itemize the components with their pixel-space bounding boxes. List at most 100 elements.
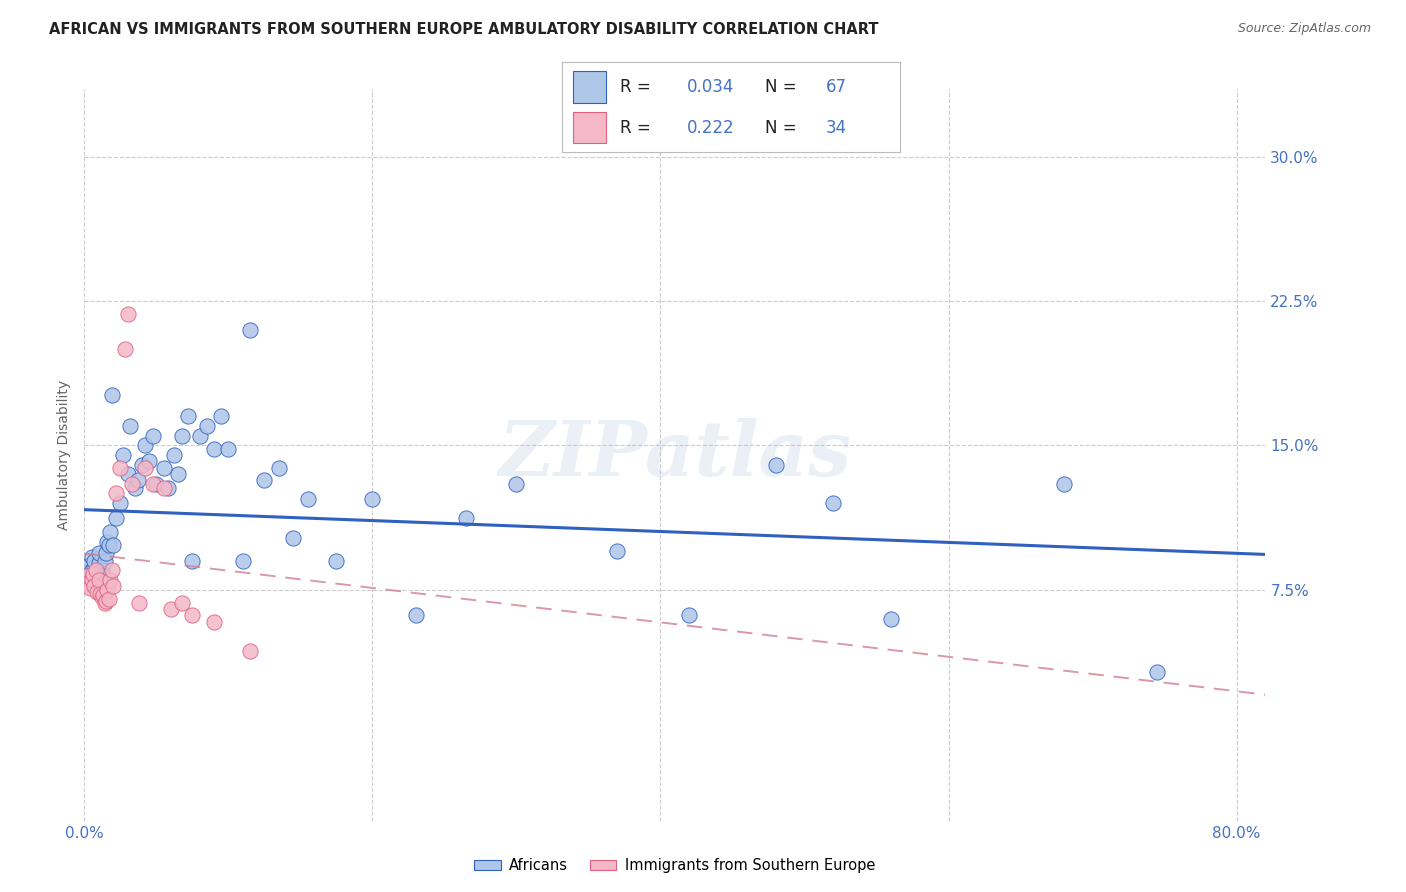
Point [765, 458, 787, 472]
Point [76, 566, 98, 580]
Point [177, 409, 200, 424]
Point [105, 486, 128, 500]
Point [188, 428, 211, 442]
Point [114, 342, 136, 356]
FancyBboxPatch shape [572, 112, 606, 143]
Point [505, 476, 527, 491]
Point [325, 554, 347, 568]
Point [80, 563, 103, 577]
Point [159, 602, 181, 616]
Point [101, 579, 124, 593]
Point [142, 476, 165, 491]
Point [152, 481, 174, 495]
Point [87, 546, 110, 560]
Point [75, 569, 97, 583]
Point [127, 473, 149, 487]
Point [283, 531, 305, 545]
Point [117, 467, 139, 482]
Point [232, 554, 254, 568]
Point [120, 419, 142, 434]
Point [124, 481, 146, 495]
Point [152, 461, 174, 475]
Text: R =: R = [620, 119, 655, 136]
Point [167, 467, 190, 482]
Point [142, 428, 165, 442]
Point [82, 567, 104, 582]
Y-axis label: Ambulatory Disability: Ambulatory Disability [58, 380, 72, 530]
Point [94, 574, 117, 589]
Point [195, 419, 218, 434]
Point [87, 573, 110, 587]
Point [87, 556, 110, 570]
Point [163, 448, 186, 462]
Point [138, 453, 160, 467]
Point [83, 554, 105, 568]
Point [361, 492, 384, 507]
Point [131, 458, 153, 472]
Point [76, 569, 98, 583]
Point [79, 574, 101, 589]
Point [80, 549, 103, 564]
Point [156, 481, 179, 495]
Point [1053, 476, 1076, 491]
Point [91, 569, 114, 583]
Text: ZIPatlas: ZIPatlas [498, 418, 852, 491]
Text: 67: 67 [825, 78, 846, 96]
Point [253, 473, 276, 487]
Point [105, 511, 128, 525]
Point [101, 538, 124, 552]
Point [145, 476, 167, 491]
Point [97, 538, 120, 552]
Point [100, 563, 122, 577]
Point [1146, 665, 1168, 680]
Point [117, 307, 139, 321]
Point [93, 596, 115, 610]
Point [96, 534, 118, 549]
Text: R =: R = [620, 78, 655, 96]
Point [94, 546, 117, 560]
Point [84, 563, 107, 577]
Point [823, 496, 845, 510]
Point [209, 409, 232, 424]
Point [678, 607, 700, 622]
Text: 34: 34 [825, 119, 846, 136]
Point [134, 438, 156, 452]
Point [134, 461, 156, 475]
Point [80, 573, 103, 587]
Legend: Africans, Immigrants from Southern Europe: Africans, Immigrants from Southern Europ… [468, 853, 882, 880]
Point [454, 511, 477, 525]
Text: Source: ZipAtlas.com: Source: ZipAtlas.com [1237, 22, 1371, 36]
Text: AFRICAN VS IMMIGRANTS FROM SOUTHERN EUROPE AMBULATORY DISABILITY CORRELATION CHA: AFRICAN VS IMMIGRANTS FROM SOUTHERN EURO… [49, 22, 879, 37]
Point [90, 563, 112, 577]
Point [128, 596, 150, 610]
Point [405, 607, 427, 622]
FancyBboxPatch shape [572, 71, 606, 103]
Point [606, 544, 628, 558]
Point [172, 596, 194, 610]
Point [75, 577, 97, 591]
Point [112, 448, 135, 462]
Text: 0.222: 0.222 [688, 119, 735, 136]
Point [91, 589, 114, 603]
Point [110, 496, 132, 510]
Point [202, 442, 225, 457]
Point [880, 611, 903, 625]
Point [97, 592, 120, 607]
Point [77, 573, 100, 587]
Point [202, 615, 225, 630]
Point [100, 388, 122, 402]
Point [77, 574, 100, 589]
Point [181, 554, 204, 568]
Text: N =: N = [765, 78, 801, 96]
Point [181, 607, 204, 622]
Text: 0.034: 0.034 [688, 78, 734, 96]
Point [79, 581, 101, 595]
Point [172, 428, 194, 442]
Point [297, 492, 319, 507]
Point [77, 558, 100, 572]
Point [90, 591, 112, 605]
Point [96, 582, 118, 597]
Point [98, 573, 121, 587]
Point [217, 442, 239, 457]
Point [239, 644, 262, 658]
